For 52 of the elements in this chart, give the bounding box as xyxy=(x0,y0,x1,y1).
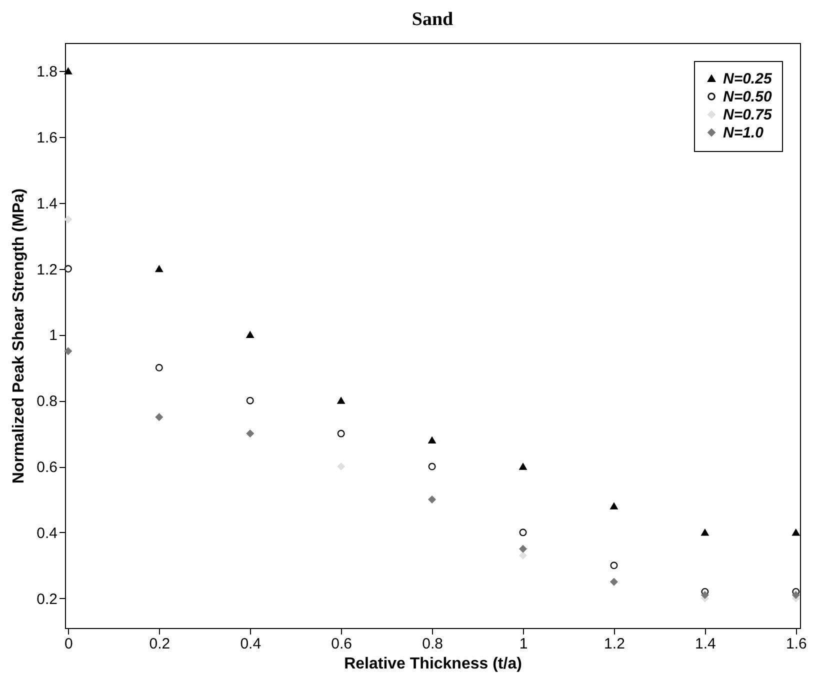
point xyxy=(610,578,618,586)
y-tick-label: 0.8 xyxy=(36,393,58,410)
chart-title: Sand xyxy=(412,9,454,30)
point xyxy=(428,436,436,444)
legend-label: N=0.50 xyxy=(723,88,772,106)
y-tick-label: 1.4 xyxy=(36,195,58,212)
y-tick-label: 1.8 xyxy=(36,64,58,81)
x-axis-title: Relative Thickness (t/a) xyxy=(344,656,522,672)
y-tick-label: 1.6 xyxy=(36,129,58,146)
point xyxy=(610,562,618,570)
point xyxy=(610,502,618,510)
point xyxy=(64,68,72,74)
point xyxy=(246,396,254,404)
point xyxy=(792,529,800,536)
x-tick-label: 1.2 xyxy=(604,636,625,652)
x-tick-label: 0 xyxy=(64,636,73,652)
x-tick-label: 1.4 xyxy=(695,636,716,652)
point xyxy=(337,430,345,438)
point xyxy=(155,364,163,372)
y-tick-label: 1.2 xyxy=(36,261,58,278)
point xyxy=(64,347,72,355)
point xyxy=(519,552,527,560)
x-tick-label: 0.4 xyxy=(240,636,262,652)
x-tick-label: 0.6 xyxy=(331,636,352,652)
y-tick-label: 0.6 xyxy=(36,459,58,476)
point xyxy=(337,462,345,470)
point xyxy=(428,496,436,504)
point xyxy=(792,591,800,599)
x-tick-label: 0.2 xyxy=(149,636,170,652)
point xyxy=(519,528,527,536)
y-tick-label: 1 xyxy=(49,327,58,344)
legend-label: N=1.0 xyxy=(723,124,764,142)
point xyxy=(246,331,254,338)
point xyxy=(701,529,709,536)
point xyxy=(64,216,72,224)
point xyxy=(246,430,254,438)
legend-label: N=0.75 xyxy=(723,106,772,124)
legend-label: N=0.25 xyxy=(723,70,772,88)
point xyxy=(64,265,72,273)
x-tick-label: 1 xyxy=(519,636,528,652)
y-tick-label: 0.2 xyxy=(36,590,58,608)
point xyxy=(701,591,709,599)
point xyxy=(337,397,345,404)
point xyxy=(519,463,527,470)
point xyxy=(428,462,436,470)
point xyxy=(155,413,163,421)
point xyxy=(519,545,527,553)
y-axis-title: Normalized Peak Shear Strength (MPa) xyxy=(10,188,28,484)
point xyxy=(155,265,163,272)
y-tick-label: 0.4 xyxy=(36,524,58,542)
x-tick-label: 0.8 xyxy=(422,636,443,652)
x-tick-label: 1.6 xyxy=(786,636,807,652)
